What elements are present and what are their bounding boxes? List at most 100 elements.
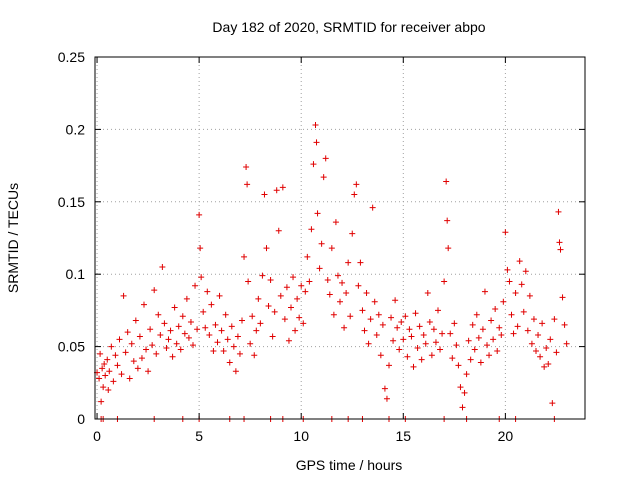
data-point	[169, 353, 176, 360]
data-point	[283, 284, 290, 291]
data-point	[230, 343, 237, 350]
y-tick-label: 0.05	[58, 339, 85, 355]
data-point	[261, 191, 268, 198]
data-point	[314, 210, 321, 217]
data-point	[379, 321, 386, 328]
data-point	[463, 371, 470, 378]
data-point	[173, 340, 180, 347]
grid	[95, 57, 585, 419]
data-point	[426, 318, 433, 325]
data-point	[308, 226, 315, 233]
data-point	[359, 307, 366, 314]
data-point	[208, 301, 215, 308]
data-point	[234, 333, 241, 340]
data-point	[561, 321, 568, 328]
data-point	[116, 336, 123, 343]
data-point	[167, 327, 174, 334]
data-point	[414, 345, 421, 352]
data-point	[557, 246, 564, 253]
data-point	[341, 324, 348, 331]
data-point	[120, 292, 127, 299]
data-point	[549, 400, 556, 407]
data-point	[281, 316, 288, 323]
data-point	[345, 259, 352, 266]
data-point	[339, 279, 346, 286]
data-point	[149, 342, 156, 349]
data-point	[210, 347, 217, 354]
data-point	[551, 316, 558, 323]
data-point	[98, 398, 105, 405]
x-tick-label: 10	[293, 428, 309, 444]
data-point	[459, 404, 466, 411]
data-point	[373, 332, 380, 339]
data-point	[535, 332, 542, 339]
data-point	[171, 304, 178, 311]
data-point	[490, 336, 497, 343]
data-point	[302, 288, 309, 295]
data-point	[559, 294, 566, 301]
data-point	[337, 298, 343, 305]
data-point	[555, 208, 562, 215]
data-point	[392, 297, 399, 304]
data-point	[553, 349, 560, 356]
data-point	[320, 174, 327, 181]
data-point	[102, 372, 109, 379]
data-point	[398, 318, 405, 325]
data-point	[533, 347, 539, 354]
data-point	[347, 313, 354, 320]
data-point	[204, 288, 211, 295]
data-point	[220, 347, 227, 354]
data-point	[101, 360, 108, 367]
data-point	[351, 191, 358, 198]
data-point	[481, 288, 488, 295]
data-point	[141, 301, 147, 308]
data-point	[418, 356, 425, 363]
data-point	[437, 346, 444, 353]
data-point	[328, 245, 335, 252]
data-point	[118, 371, 125, 378]
x-axis-label: GPS time / hours	[296, 457, 403, 473]
data-point	[498, 332, 505, 339]
data-point	[145, 368, 152, 375]
data-point	[556, 239, 563, 246]
data-point	[288, 304, 294, 311]
data-point	[138, 355, 145, 362]
chart-title: Day 182 of 2020, SRMTID for receiver abp…	[212, 19, 485, 35]
data-point	[224, 336, 231, 343]
data-point	[290, 274, 297, 281]
data-point	[128, 340, 135, 347]
data-point	[451, 320, 458, 327]
data-point	[541, 363, 548, 370]
data-point	[445, 245, 452, 252]
data-point	[313, 139, 320, 146]
data-point	[263, 245, 270, 252]
data-point	[479, 326, 486, 333]
data-point	[396, 346, 403, 353]
data-point	[245, 278, 252, 285]
data-point	[375, 311, 382, 318]
data-point	[410, 363, 417, 370]
data-point	[304, 253, 311, 260]
data-point	[432, 339, 439, 346]
data-point	[334, 272, 341, 279]
data-point	[528, 340, 535, 347]
axis-ticks: 0 0.05 0.1 0.15 0.2 0.25 0 5 10 15 20	[58, 49, 585, 444]
data-point	[153, 350, 160, 357]
data-point	[197, 245, 204, 252]
y-axis-label: SRMTID / TECUs	[5, 183, 21, 293]
data-point	[114, 362, 121, 369]
data-point	[330, 311, 337, 318]
data-point	[247, 340, 254, 347]
data-point	[475, 334, 482, 341]
data-point	[420, 332, 427, 339]
data-point	[183, 295, 190, 302]
data-point	[124, 329, 131, 336]
data-point	[543, 345, 550, 352]
data-point	[443, 178, 450, 185]
y-tick-label: 0.25	[58, 49, 85, 65]
data-point	[526, 292, 533, 299]
data-point	[134, 365, 141, 372]
data-point	[453, 342, 460, 349]
data-point	[510, 330, 517, 337]
